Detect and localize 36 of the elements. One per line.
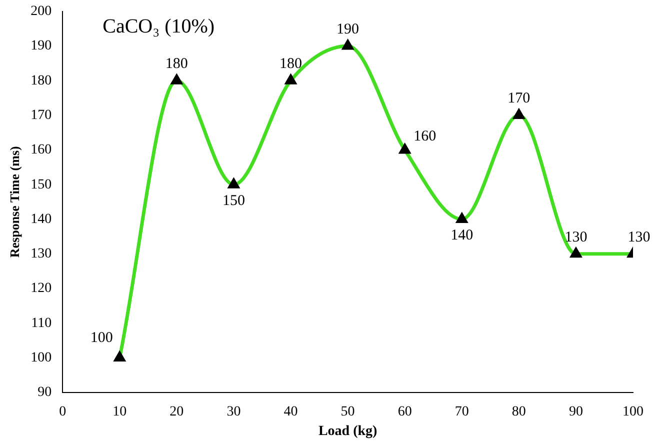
data-label: 170	[508, 90, 530, 107]
data-label: 180	[280, 56, 302, 72]
data-label: 160	[414, 128, 436, 144]
y-tick-label: 190	[30, 38, 52, 54]
y-tick-label: 110	[31, 316, 52, 331]
x-tick-label: 90	[568, 404, 583, 420]
x-tick-label: 10	[112, 404, 127, 420]
y-tick-label: 200	[30, 4, 52, 20]
chart-title: CaCO₃ (10%)	[102, 16, 215, 38]
data-label: 100	[90, 330, 113, 346]
x-tick-label: 100	[622, 404, 644, 420]
data-label: 150	[222, 193, 245, 210]
y-tick-label: 120	[30, 281, 52, 296]
data-label: 190	[336, 21, 360, 38]
x-tick-label: 80	[512, 404, 526, 420]
x-tick-label: 70	[454, 404, 469, 420]
x-tick-label: 50	[340, 404, 355, 420]
x-tick-label: 30	[226, 404, 241, 420]
y-tick-label: 150	[30, 177, 52, 192]
data-label: 130	[628, 229, 650, 246]
y-tick-label: 90	[38, 385, 52, 400]
y-tick-label: 140	[30, 212, 52, 227]
x-tick-label: 60	[398, 404, 412, 420]
x-tick-label: 20	[170, 404, 184, 420]
y-tick-label: 160	[30, 142, 52, 158]
x-tick-label: 40	[284, 404, 298, 420]
x-axis-title: Load (kg)	[318, 424, 378, 440]
data-label: 130	[564, 229, 588, 246]
x-tick-label: 0	[59, 404, 66, 420]
y-tick-label: 130	[30, 246, 52, 262]
y-axis-title: Response Time (ms)	[7, 146, 22, 258]
y-tick-label: 100	[30, 350, 52, 366]
y-tick-label: 180	[30, 73, 52, 88]
y-tick-label: 170	[30, 108, 52, 123]
data-label: 140	[450, 228, 474, 244]
data-label: 180	[165, 56, 188, 72]
